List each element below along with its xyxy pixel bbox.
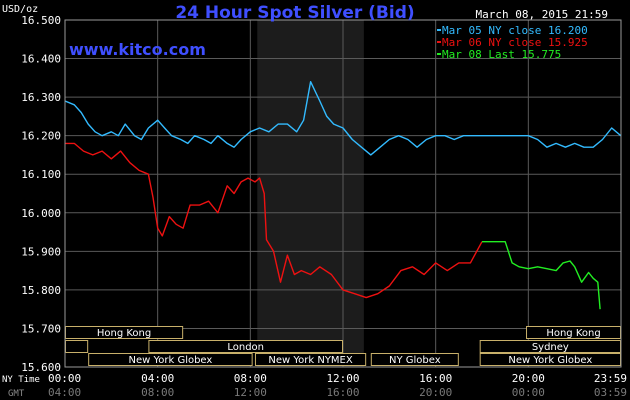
x-tick-label-ny: 12:00 xyxy=(326,372,359,385)
y-tick-label: 15.900 xyxy=(21,245,61,258)
session-label: New York NYMEX xyxy=(268,355,353,366)
x-tick-label-ny: 00:00 xyxy=(48,372,81,385)
session-label: London xyxy=(227,342,264,353)
x-tick-label-gmt: 20:00 xyxy=(419,386,452,399)
x-tick-label-gmt: 04:00 xyxy=(48,386,81,399)
session-bar xyxy=(88,353,253,366)
y-tick-label: 15.800 xyxy=(21,284,61,297)
session-label: Hong Kong xyxy=(546,328,600,339)
x-tick-label-ny: 20:00 xyxy=(512,372,545,385)
source-label: www.kitco.com xyxy=(69,40,206,59)
session-label: Sydney xyxy=(532,342,569,353)
session-bar xyxy=(65,340,89,353)
session-label: Hong Kong xyxy=(97,328,151,339)
series-line-0 xyxy=(64,80,622,156)
legend-entry-0: Mar 05 NY close 16.200 xyxy=(442,24,588,37)
legend-entry-2: Mar 08 Last 15.775 xyxy=(442,48,561,61)
session-bar xyxy=(148,340,343,353)
y-tick-label: 15.600 xyxy=(21,361,61,374)
x-tick-label-gmt: 08:00 xyxy=(141,386,174,399)
y-tick-label: 16.100 xyxy=(21,168,61,181)
timestamp: March 08, 2015 21:59 xyxy=(476,8,608,21)
legend: Mar 05 NY close 16.200 Mar 06 NY close 1… xyxy=(442,24,588,61)
x-tick-label-ny: 04:00 xyxy=(141,372,174,385)
session-label: NY Globex xyxy=(389,355,441,366)
x-tick-label-gmt: 16:00 xyxy=(326,386,359,399)
legend-entry-1: Mar 06 NY close 15.925 xyxy=(442,36,588,49)
shaded-session-band xyxy=(257,20,364,367)
x-tick-label-ny: 08:00 xyxy=(234,372,267,385)
session-label: New York Globex xyxy=(128,355,212,366)
y-tick-label: 16.400 xyxy=(21,53,61,66)
x-tick-label-ny: 23:59 xyxy=(594,372,627,385)
y-tick-label: 16.500 xyxy=(21,14,61,27)
y-axis-label: USD/oz xyxy=(2,4,38,15)
plot-frame xyxy=(64,19,622,368)
y-tick-label: 16.300 xyxy=(21,91,61,104)
x-tick-label-ny: 16:00 xyxy=(419,372,452,385)
x-row-label-ny: NY Time xyxy=(2,375,40,385)
y-tick-label: 16.000 xyxy=(21,207,61,220)
series-line-1 xyxy=(65,142,483,299)
x-tick-label-gmt: 03:59 xyxy=(594,386,627,399)
x-tick-label-gmt: 00:00 xyxy=(512,386,545,399)
x-tick-label-gmt: 12:00 xyxy=(234,386,267,399)
series-line-2 xyxy=(482,240,601,310)
chart-title: 24 Hour Spot Silver (Bid) xyxy=(175,3,414,23)
y-tick-label: 16.200 xyxy=(21,130,61,143)
session-bar xyxy=(254,353,367,366)
x-row-label-gmt: GMT xyxy=(8,389,25,399)
session-label: New York Globex xyxy=(508,355,592,366)
y-tick-label: 15.700 xyxy=(21,322,61,335)
session-bar xyxy=(370,353,459,366)
